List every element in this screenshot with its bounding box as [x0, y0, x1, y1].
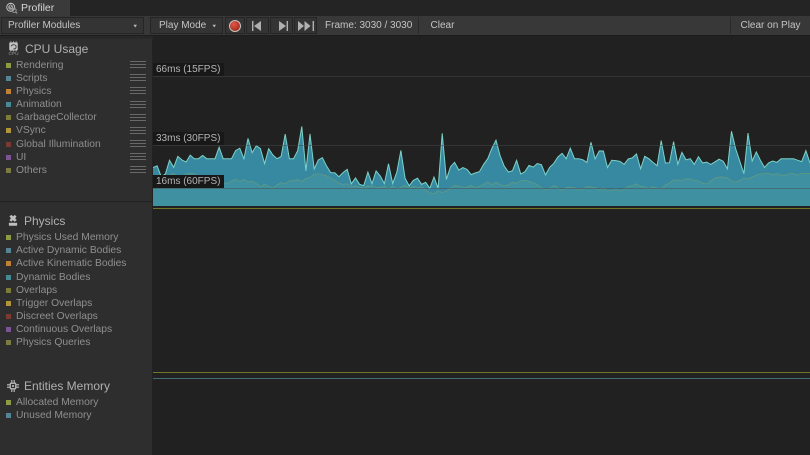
svg-text:CPU: CPU	[8, 51, 19, 56]
